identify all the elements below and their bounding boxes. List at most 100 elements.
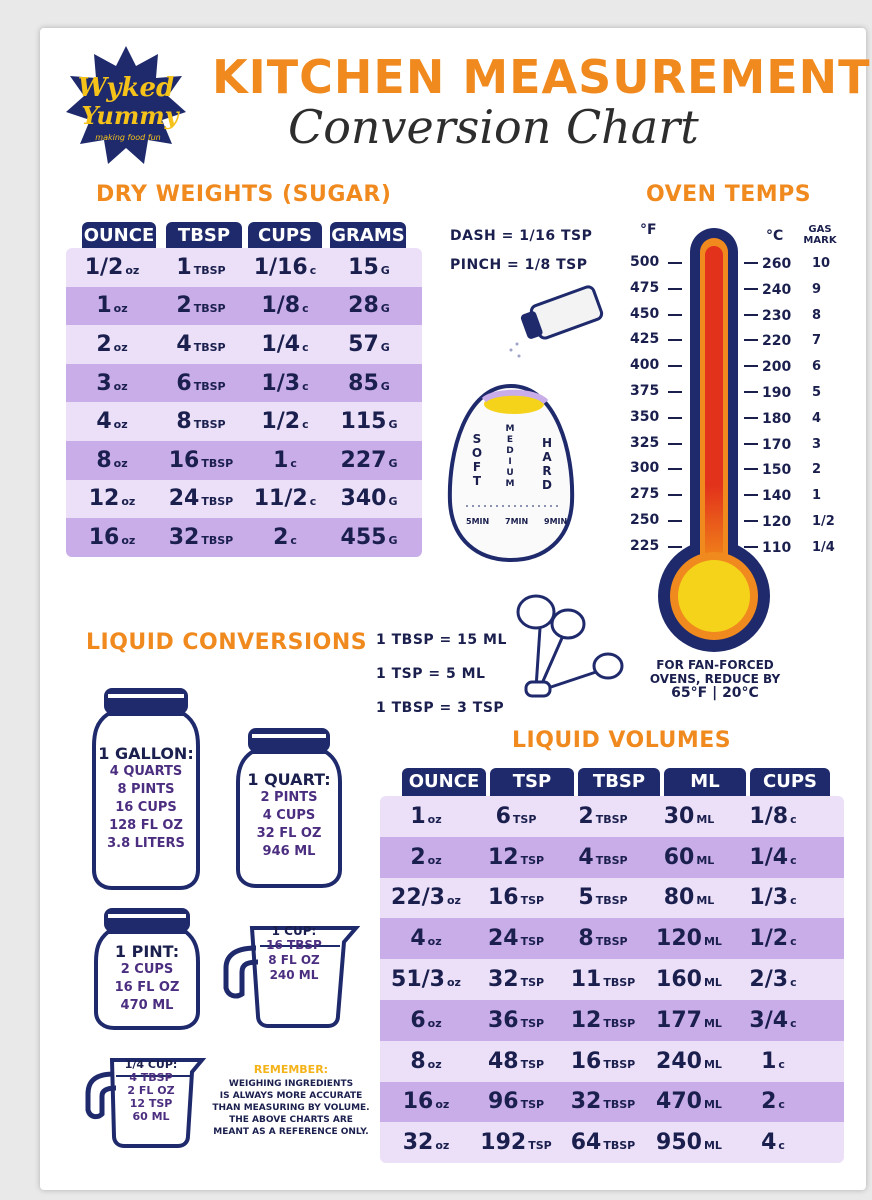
cell-unit: oz [113,379,128,393]
quarter-line: 2 FL OZ [127,1084,175,1097]
measuring-spoons-icon [510,592,630,712]
column-header: TBSP [166,222,242,250]
cell-value: 32 [570,1089,602,1115]
table-cell: 1/2 c [732,926,814,951]
dash-text: DASH = 1/16 TSP [450,228,593,244]
cell-unit: oz [113,340,128,354]
thermo-tick-left [668,545,682,548]
cell-unit: c [790,853,797,867]
oven-note-line-2: OVENS, REDUCE BY [649,672,781,686]
cell-value: 4 [176,331,192,357]
cell-value: 1/2 [261,409,301,435]
cell-value: 11 [570,967,602,993]
table-cell: 12 TSP [472,845,560,870]
fahrenheit-value: 275 [630,486,660,503]
cell-unit: G [388,495,398,509]
cell-value: 1 [273,447,289,473]
cell-value: 1/3 [749,885,789,911]
cell-value: 64 [570,1130,602,1156]
cell-value: 12 [570,1007,602,1033]
table-cell: 30 ML [646,804,732,829]
cell-unit: c [790,894,797,908]
cell-value: 28 [348,293,379,319]
cell-unit: oz [113,302,128,316]
thermo-tick-right [744,339,758,342]
thermo-tick-left [668,494,682,497]
quart-jar-icon [234,726,344,888]
cell-unit: c [778,1139,785,1153]
cup-head: 1 CUP: [271,924,317,938]
celsius-value: 120 [762,514,792,530]
table-cell: 120 ML [646,926,732,951]
cell-unit: G [380,263,390,277]
table-cell: 1/4 c [732,845,814,870]
cell-value: 1/8 [261,293,301,319]
cell-unit: ML [696,894,715,908]
table-cell: 16 oz [380,1089,472,1114]
cell-unit: TBSP [193,379,226,393]
cell-unit: ML [703,1139,722,1153]
cell-value: 36 [487,1007,519,1033]
celsius-value: 180 [762,410,792,427]
cell-value: 1 [761,1048,777,1074]
pint-line: 470 ML [120,998,174,1013]
table-cell: 1/2 c [244,409,326,434]
conv-line-2: 1 TSP = 5 ML [376,666,486,682]
cell-value: 227 [340,447,387,473]
cell-value: 32 [487,967,519,993]
cell-value: 12 [88,486,120,512]
cell-unit: TSP [520,935,545,949]
oven-note-line-1: FOR FAN-FORCED [656,658,774,672]
table-cell: 1/8 c [732,804,814,829]
thermo-tick-right [744,416,758,419]
cell-unit: G [380,340,390,354]
table-row: 8 oz 16 TBSP 1 c 227 G [66,440,422,480]
table-cell: 5 TBSP [560,885,646,910]
cell-unit: c [790,935,797,949]
table-cell: 2/3 c [732,967,814,992]
cell-value: 16 [570,1048,602,1074]
table-cell: 455 G [326,525,412,550]
conv-line-1: 1 TBSP = 15 ML [376,632,507,648]
quart-line: 32 FL OZ [256,826,322,841]
cell-unit: TSP [520,894,545,908]
gallon-jar-text: 1 GALLON: 4 QUARTS 8 PINTS 16 CUPS 128 F… [90,744,202,853]
cell-value: 5 [578,885,594,911]
gallon-line: 8 PINTS [117,782,175,797]
cell-unit: ML [703,976,722,990]
table-cell: 28 G [326,293,412,318]
table-cell: 950 ML [646,1130,732,1155]
cell-value: 115 [340,409,387,435]
fahrenheit-value: 300 [630,460,660,477]
cell-unit: c [778,1057,785,1071]
gallon-line: 3.8 LITERS [107,836,185,851]
thermo-tick-right [744,391,758,393]
table-cell: 96 TSP [472,1089,560,1114]
quarter-cup-icon [84,1052,208,1148]
cell-value: 2 [273,524,289,550]
cell-unit: TBSP [603,1139,636,1153]
cell-value: 240 [656,1048,702,1074]
gas-mark-value: 1/4 [812,539,835,555]
brand-logo: Wyked Yummy making food fun [64,44,188,168]
fahrenheit-value: 250 [630,512,660,528]
cell-value: 24 [168,486,200,512]
remember-line: WEIGHING INGREDIENTS [228,1079,354,1089]
table-cell: 340 G [326,486,412,511]
cell-value: 1 [96,293,112,319]
remember-line: IS ALWAYS MORE ACCURATE [219,1091,363,1101]
cell-unit: TSP [520,1098,545,1112]
cup-line: 16 TBSP [266,938,322,952]
table-cell: 32 TSP [472,967,560,992]
liquid-volumes-table: 1 oz 6 TSP 2 TBSP 30 ML 1/8 c 2 oz 12 TSP 4 TBSP 60 ML 1/4… [380,796,844,1164]
quart-head: 1 QUART: [247,770,331,789]
cell-value: 2/3 [749,967,789,993]
cell-value: 2 [761,1089,777,1115]
table-cell: 51/3 oz [380,967,472,992]
cell-value: 80 [663,885,695,911]
thermo-tick-left [668,442,682,445]
table-cell: 227 G [326,448,412,473]
quart-line: 2 PINTS [260,790,318,805]
